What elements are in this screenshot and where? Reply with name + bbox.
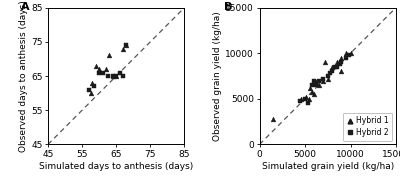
Y-axis label: Observed days to anthesis (days): Observed days to anthesis (days) (19, 0, 28, 152)
Point (99, 71, 106, 74)
Point (116, 71, 123, 74)
Point (303, 95, 309, 98)
Point (123, 44, 130, 47)
Point (123, 44, 130, 47)
Point (332, 65, 338, 68)
Text: B: B (224, 2, 232, 12)
Point (347, 52, 354, 55)
Point (334, 61, 340, 64)
Point (89, 81, 96, 84)
Point (110, 74, 116, 78)
Point (120, 74, 126, 78)
Point (113, 74, 120, 78)
Point (336, 63, 343, 66)
Point (103, 68, 109, 71)
Point (311, 79, 317, 82)
Point (110, 74, 116, 78)
Point (338, 70, 345, 73)
Point (104, 74, 111, 78)
Point (343, 56, 349, 59)
Point (313, 81, 319, 84)
Point (86, 88, 92, 91)
Point (338, 61, 345, 64)
Point (343, 52, 349, 55)
Y-axis label: Observed grain yield (kg/ha): Observed grain yield (kg/ha) (214, 11, 222, 141)
Point (302, 97, 308, 100)
Point (307, 86, 314, 89)
Point (304, 102, 311, 105)
Text: A: A (21, 2, 29, 12)
Point (91, 85, 97, 88)
Point (324, 77, 331, 80)
X-axis label: Simulated days to anthesis (days): Simulated days to anthesis (days) (39, 162, 193, 171)
Point (320, 77, 326, 80)
Point (329, 70, 336, 73)
Point (298, 97, 304, 100)
Point (297, 99, 304, 102)
Point (313, 84, 319, 87)
Point (338, 56, 345, 59)
Point (316, 79, 322, 82)
X-axis label: Simulated grain yield (kg/ha): Simulated grain yield (kg/ha) (262, 162, 394, 171)
Point (324, 74, 331, 78)
Point (306, 97, 312, 100)
Point (346, 54, 352, 57)
Point (92, 64, 99, 67)
Point (316, 84, 322, 87)
Point (311, 93, 317, 96)
Point (120, 47, 126, 50)
Point (329, 65, 336, 68)
Point (96, 68, 102, 71)
Point (334, 65, 340, 68)
Point (309, 90, 316, 93)
Point (270, 117, 276, 120)
Point (96, 71, 102, 74)
Point (327, 72, 334, 75)
Point (309, 84, 316, 87)
Point (88, 92, 94, 95)
Legend: Hybrid 1, Hybrid 2: Hybrid 1, Hybrid 2 (343, 113, 392, 141)
Point (322, 61, 328, 64)
Point (320, 79, 326, 82)
Point (106, 54, 113, 57)
Point (113, 74, 120, 78)
